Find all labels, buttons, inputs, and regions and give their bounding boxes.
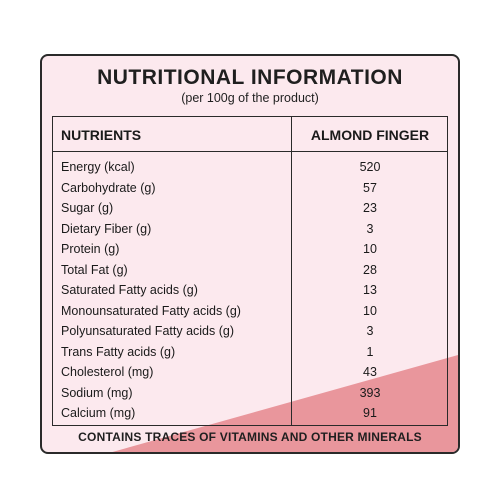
nutrient-value: 393 — [359, 385, 381, 400]
nutrient-name: Protein (g) — [61, 242, 120, 256]
nutrient-name: Trans Fatty acids (g) — [61, 344, 176, 359]
nutrient-value: 10 — [363, 303, 377, 318]
nutrient-value: 28 — [363, 262, 377, 277]
nutrition-table: NUTRIENTS ALMOND FINGER Energy (kcal) 520… — [52, 116, 448, 426]
panel-subtitle: (per 100g of the product) — [181, 91, 319, 105]
table-row: Protein (g) 10 — [53, 239, 447, 260]
nutrient-value: 3 — [366, 324, 374, 338]
nutrient-value: 57 — [363, 180, 377, 195]
nutrient-name: Saturated Fatty acids (g) — [61, 283, 198, 297]
nutrient-rows: Energy (kcal) 520 Carbohydrate (g) 57 Suga… — [53, 157, 447, 424]
nutrient-value: 520 — [359, 160, 381, 174]
table-row: Trans Fatty acids (g) 1 — [53, 342, 447, 363]
nutrient-value: 13 — [363, 283, 377, 297]
nutrient-value: 91 — [363, 406, 377, 420]
nutrient-name: Polyunsaturated Fatty acids (g) — [61, 324, 234, 338]
table-row: Sugar (g) 23 — [53, 198, 447, 219]
table-row: Dietary Fiber (g) 3 — [53, 219, 447, 240]
nutrient-name: Dietary Fiber (g) — [61, 221, 152, 236]
header-product: ALMOND FINGER — [310, 127, 430, 143]
nutrient-value: 10 — [363, 242, 377, 256]
nutrient-name: Energy (kcal) — [61, 160, 135, 174]
header-nutrients: NUTRIENTS — [61, 127, 142, 143]
panel-title: NUTRITIONAL INFORMATION — [97, 66, 403, 89]
table-row: Monounsaturated Fatty acids (g) 10 — [53, 301, 447, 322]
minerals-footnote: CONTAINS TRACES OF VITAMINS AND OTHER MI… — [78, 430, 422, 444]
nutrient-name: Total Fat (g) — [61, 262, 128, 277]
nutrient-value: 43 — [363, 365, 377, 379]
column-divider — [291, 117, 292, 425]
table-row: Energy (kcal) 520 — [53, 157, 447, 178]
table-row: Saturated Fatty acids (g) 13 — [53, 280, 447, 301]
nutrient-value: 3 — [366, 221, 374, 236]
nutrient-name: Sugar (g) — [61, 201, 114, 215]
table-row: Total Fat (g) 28 — [53, 260, 447, 281]
nutrition-panel: NUTRITIONAL INFORMATION (per 100g of the… — [40, 54, 460, 454]
nutrient-name: Carbohydrate (g) — [61, 180, 156, 195]
nutrient-name: Monounsaturated Fatty acids (g) — [61, 303, 241, 318]
table-row: Carbohydrate (g) 57 — [53, 178, 447, 199]
nutrient-value: 23 — [363, 201, 377, 215]
table-row: Sodium (mg) 393 — [53, 383, 447, 404]
header-divider — [53, 151, 447, 152]
table-row: Cholesterol (mg) 43 — [53, 362, 447, 383]
nutrient-name: Calcium (mg) — [61, 406, 136, 420]
nutrient-name: Sodium (mg) — [61, 385, 133, 400]
nutrient-name: Cholesterol (mg) — [61, 365, 154, 379]
table-row: Polyunsaturated Fatty acids (g) 3 — [53, 321, 447, 342]
decorative-wedge — [42, 354, 458, 452]
table-row: Calcium (mg) 91 — [53, 403, 447, 424]
nutrient-value: 1 — [366, 344, 374, 359]
